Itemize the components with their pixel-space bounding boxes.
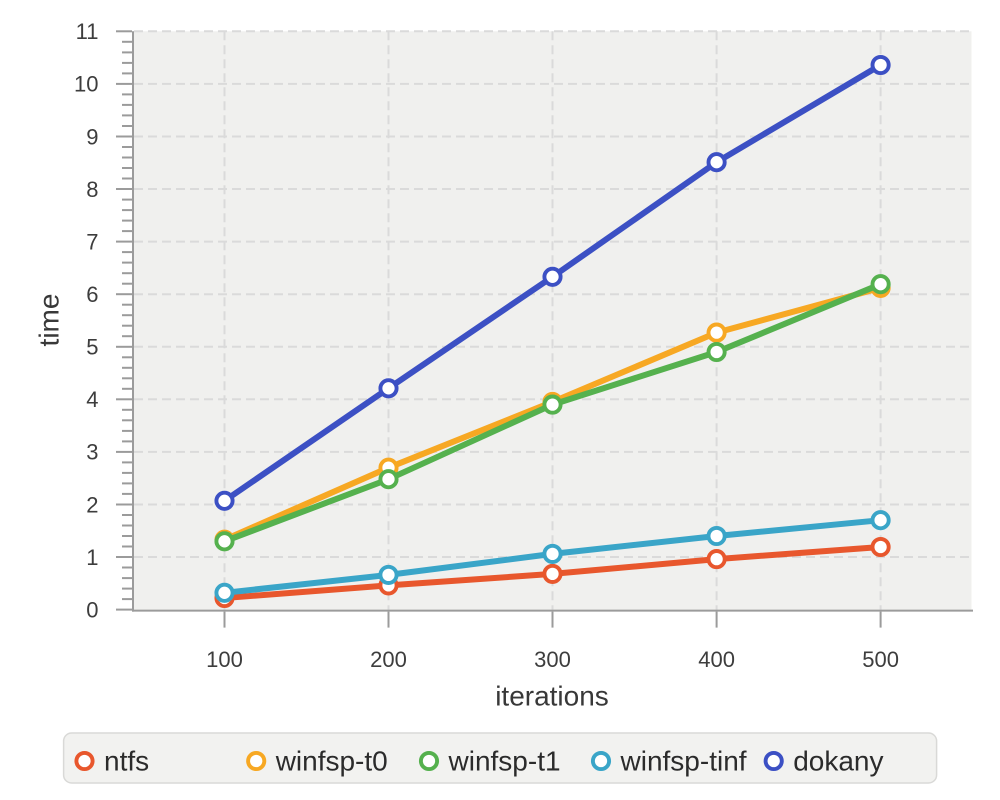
- svg-text:iterations: iterations: [495, 681, 609, 712]
- svg-text:500: 500: [862, 647, 899, 672]
- svg-text:400: 400: [698, 647, 735, 672]
- svg-text:9: 9: [86, 124, 98, 149]
- svg-text:10: 10: [74, 72, 98, 97]
- svg-text:11: 11: [76, 19, 99, 44]
- svg-text:dokany: dokany: [793, 745, 883, 776]
- svg-text:winfsp-t1: winfsp-t1: [448, 745, 561, 776]
- svg-text:0: 0: [86, 597, 98, 622]
- svg-text:1: 1: [86, 545, 98, 570]
- svg-text:winfsp-tinf: winfsp-tinf: [620, 745, 747, 776]
- svg-text:2: 2: [86, 492, 98, 517]
- svg-text:6: 6: [86, 282, 98, 307]
- svg-text:3: 3: [86, 440, 98, 465]
- svg-text:7: 7: [86, 229, 98, 254]
- svg-text:5: 5: [86, 335, 98, 360]
- svg-text:4: 4: [86, 387, 98, 412]
- svg-text:winfsp-t0: winfsp-t0: [275, 745, 388, 776]
- svg-text:200: 200: [370, 647, 407, 672]
- svg-text:time: time: [34, 294, 65, 347]
- svg-text:100: 100: [206, 647, 243, 672]
- svg-text:300: 300: [534, 647, 571, 672]
- svg-text:8: 8: [86, 177, 98, 202]
- svg-text:ntfs: ntfs: [104, 745, 149, 776]
